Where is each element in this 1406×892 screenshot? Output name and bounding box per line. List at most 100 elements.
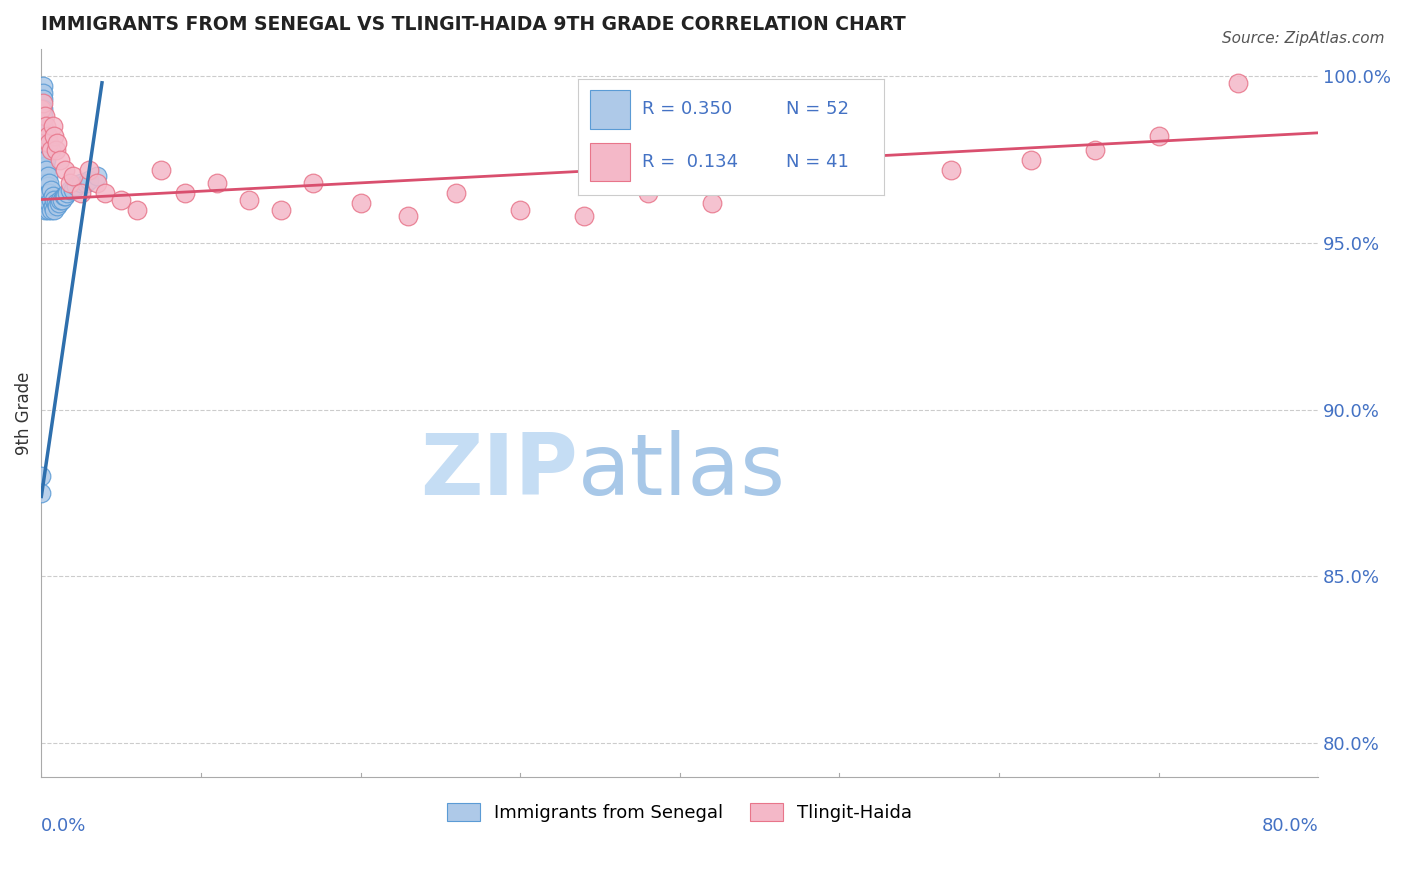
Point: [65, 179, 87, 194]
Point: [35, 119, 58, 133]
Point: [51, 193, 73, 207]
Point: [53, 162, 76, 177]
Point: [270, 202, 292, 217]
Point: [42, 129, 65, 144]
Point: [75, 176, 97, 190]
Point: [49, 153, 72, 167]
Point: [37, 129, 59, 144]
Point: [1227, 76, 1250, 90]
Point: [56, 186, 79, 200]
Point: [49, 193, 72, 207]
Point: [59, 176, 82, 190]
Point: [939, 162, 962, 177]
Point: [38, 176, 60, 190]
Text: 0.0%: 0.0%: [41, 816, 87, 835]
Point: [1147, 129, 1170, 144]
Point: [860, 176, 883, 190]
Point: [34, 186, 56, 200]
Point: [59, 182, 82, 196]
Point: [41, 199, 63, 213]
Point: [205, 176, 228, 190]
Point: [34, 109, 56, 123]
Point: [349, 195, 371, 210]
Point: [32, 109, 55, 123]
Point: [53, 189, 76, 203]
Text: 80.0%: 80.0%: [1261, 816, 1319, 835]
Point: [30, 486, 52, 500]
Point: [32, 136, 55, 150]
Point: [446, 186, 468, 200]
Point: [32, 79, 55, 94]
Point: [174, 186, 197, 200]
Point: [45, 143, 67, 157]
Point: [42, 202, 65, 217]
Point: [1019, 153, 1042, 167]
Point: [34, 153, 56, 167]
Point: [238, 193, 260, 207]
Point: [34, 193, 56, 207]
Text: ZIP: ZIP: [420, 430, 578, 513]
Point: [700, 195, 723, 210]
Point: [30, 469, 52, 483]
Point: [37, 169, 59, 184]
Point: [1084, 143, 1107, 157]
Point: [34, 159, 56, 173]
Point: [41, 189, 63, 203]
Point: [32, 119, 55, 133]
Point: [780, 169, 803, 184]
Point: [52, 189, 75, 203]
Point: [509, 202, 531, 217]
Text: atlas: atlas: [578, 430, 786, 513]
Point: [37, 179, 59, 194]
Point: [62, 182, 84, 196]
Point: [35, 195, 58, 210]
Point: [86, 176, 108, 190]
Point: [396, 209, 419, 223]
Point: [86, 169, 108, 184]
Point: [572, 209, 595, 223]
Point: [38, 186, 60, 200]
Point: [46, 199, 69, 213]
Point: [39, 182, 62, 196]
Point: [70, 176, 93, 190]
Point: [37, 202, 59, 217]
Point: [150, 162, 173, 177]
Legend: Immigrants from Senegal, Tlingit-Haida: Immigrants from Senegal, Tlingit-Haida: [440, 796, 920, 830]
Point: [37, 189, 59, 203]
Point: [41, 119, 63, 133]
Point: [38, 195, 60, 210]
Point: [34, 176, 56, 190]
Point: [38, 136, 60, 150]
Point: [127, 202, 149, 217]
Point: [39, 202, 62, 217]
Point: [30, 103, 52, 117]
Text: IMMIGRANTS FROM SENEGAL VS TLINGIT-HAIDA 9TH GRADE CORRELATION CHART: IMMIGRANTS FROM SENEGAL VS TLINGIT-HAIDA…: [41, 15, 905, 34]
Point: [35, 153, 58, 167]
Point: [35, 176, 58, 190]
Point: [94, 186, 117, 200]
Point: [110, 193, 132, 207]
Point: [39, 143, 62, 157]
Point: [39, 193, 62, 207]
Text: Source: ZipAtlas.com: Source: ZipAtlas.com: [1222, 31, 1385, 46]
Point: [637, 186, 659, 200]
Y-axis label: 9th Grade: 9th Grade: [15, 371, 32, 455]
Point: [34, 169, 56, 184]
Point: [35, 162, 58, 177]
Point: [32, 126, 55, 140]
Point: [32, 95, 55, 110]
Point: [46, 136, 69, 150]
Point: [70, 186, 93, 200]
Point: [32, 93, 55, 107]
Point: [48, 195, 70, 210]
Point: [32, 86, 55, 100]
Point: [34, 202, 56, 217]
Point: [35, 186, 58, 200]
Point: [32, 103, 55, 117]
Point: [77, 162, 100, 177]
Point: [62, 169, 84, 184]
Point: [77, 172, 100, 186]
Point: [42, 193, 65, 207]
Point: [32, 143, 55, 157]
Point: [301, 176, 323, 190]
